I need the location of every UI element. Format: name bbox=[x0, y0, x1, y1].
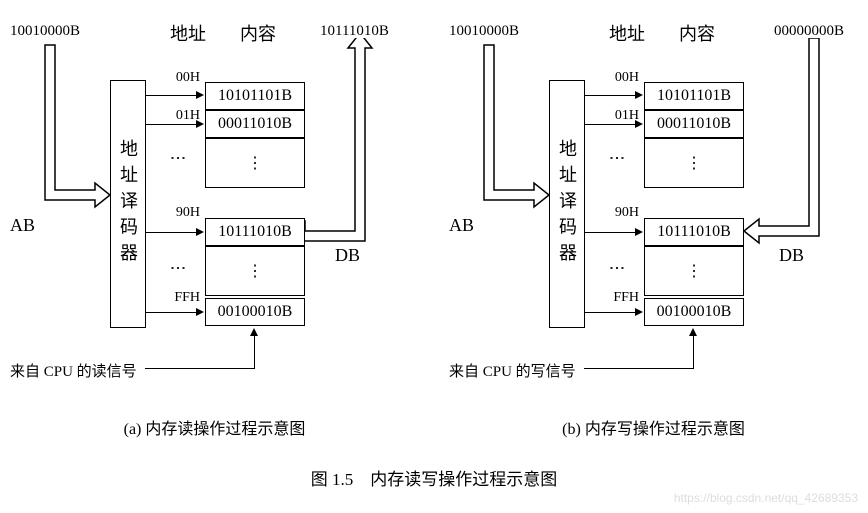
mem-cell: 00100010B bbox=[205, 298, 305, 326]
ab-label: AB bbox=[449, 215, 474, 236]
addr-label: 90H bbox=[160, 205, 200, 221]
db-label: DB bbox=[779, 245, 804, 266]
addr-label: 01H bbox=[160, 108, 200, 124]
decoder-label: 地址译码器 bbox=[554, 139, 580, 269]
cpu-signal-label: 来自 CPU 的读信号 bbox=[10, 360, 137, 381]
addr-label: FFH bbox=[599, 290, 639, 306]
cpu-arrow-vert bbox=[693, 335, 694, 369]
decoder-label: 地址译码器 bbox=[115, 139, 141, 269]
select-arrow bbox=[585, 312, 637, 313]
select-arrow bbox=[146, 232, 198, 233]
header-content: 内容 bbox=[240, 20, 276, 46]
mem-cell: 00100010B bbox=[644, 298, 744, 326]
arrow-head-icon bbox=[196, 120, 204, 128]
addr-label: 00H bbox=[160, 70, 200, 86]
mem-cell: 00011010B bbox=[644, 110, 744, 138]
db-read-arrow-icon bbox=[305, 38, 375, 248]
ab-label: AB bbox=[10, 215, 35, 236]
ab-arrow-icon bbox=[30, 40, 115, 210]
cpu-arrow-line bbox=[584, 368, 694, 369]
cpu-signal-label: 来自 CPU 的写信号 bbox=[449, 360, 576, 381]
arrow-head-icon bbox=[635, 120, 643, 128]
select-arrow bbox=[585, 95, 637, 96]
panel-read: 10010000B 地址 内容 10111010B AB 地址译码器 10101… bbox=[10, 20, 419, 440]
arrow-head-icon bbox=[635, 308, 643, 316]
arrow-head-icon bbox=[196, 228, 204, 236]
dots-icon: ⋮ bbox=[607, 260, 626, 278]
select-arrow bbox=[585, 124, 637, 125]
db-label: DB bbox=[335, 245, 360, 266]
arrow-head-icon bbox=[250, 328, 258, 336]
header-addr: 地址 bbox=[609, 20, 645, 46]
mem-cell-dots: ⋮ bbox=[205, 138, 305, 188]
mem-cell-dots: ⋮ bbox=[644, 138, 744, 188]
subcaption-a: (a) 内存读操作过程示意图 bbox=[10, 415, 419, 439]
diagram-container: 10010000B 地址 内容 10111010B AB 地址译码器 10101… bbox=[0, 0, 868, 460]
dots-icon: ⋮ bbox=[168, 260, 187, 278]
select-arrow bbox=[146, 95, 198, 96]
mem-cell: 10101101B bbox=[205, 82, 305, 110]
addr-label: FFH bbox=[160, 290, 200, 306]
ab-arrow-icon bbox=[469, 40, 554, 210]
arrow-head-icon bbox=[196, 308, 204, 316]
panel-write: 10010000B 地址 内容 00000000B AB 地址译码器 10101… bbox=[449, 20, 858, 440]
cpu-arrow-vert bbox=[254, 335, 255, 369]
address-decoder: 地址译码器 bbox=[549, 80, 585, 328]
select-arrow bbox=[146, 124, 198, 125]
db-write-arrow-icon bbox=[744, 38, 824, 248]
addr-label: 90H bbox=[599, 205, 639, 221]
figure-caption: 图 1.5 内存读写操作过程示意图 bbox=[0, 465, 868, 490]
dots-icon: ⋮ bbox=[168, 150, 187, 168]
ab-input-value: 10010000B bbox=[10, 23, 80, 40]
addr-label: 00H bbox=[599, 70, 639, 86]
mem-cell: 10111010B bbox=[205, 218, 305, 246]
subcaption-b: (b) 内存写操作过程示意图 bbox=[449, 415, 858, 439]
header-content: 内容 bbox=[679, 20, 715, 46]
mem-cell-dots: ⋮ bbox=[205, 246, 305, 296]
arrow-head-icon bbox=[635, 91, 643, 99]
mem-cell: 10111010B bbox=[644, 218, 744, 246]
watermark: https://blog.csdn.net/qq_42689353 bbox=[674, 491, 858, 505]
addr-label: 01H bbox=[599, 108, 639, 124]
header-addr: 地址 bbox=[170, 20, 206, 46]
dots-icon: ⋮ bbox=[607, 150, 626, 168]
mem-cell-dots: ⋮ bbox=[644, 246, 744, 296]
arrow-head-icon bbox=[196, 91, 204, 99]
mem-cell: 00011010B bbox=[205, 110, 305, 138]
select-arrow bbox=[585, 232, 637, 233]
mem-cell: 10101101B bbox=[644, 82, 744, 110]
arrow-head-icon bbox=[635, 228, 643, 236]
arrow-head-icon bbox=[689, 328, 697, 336]
address-decoder: 地址译码器 bbox=[110, 80, 146, 328]
cpu-arrow-line bbox=[145, 368, 255, 369]
select-arrow bbox=[146, 312, 198, 313]
ab-input-value: 10010000B bbox=[449, 23, 519, 40]
